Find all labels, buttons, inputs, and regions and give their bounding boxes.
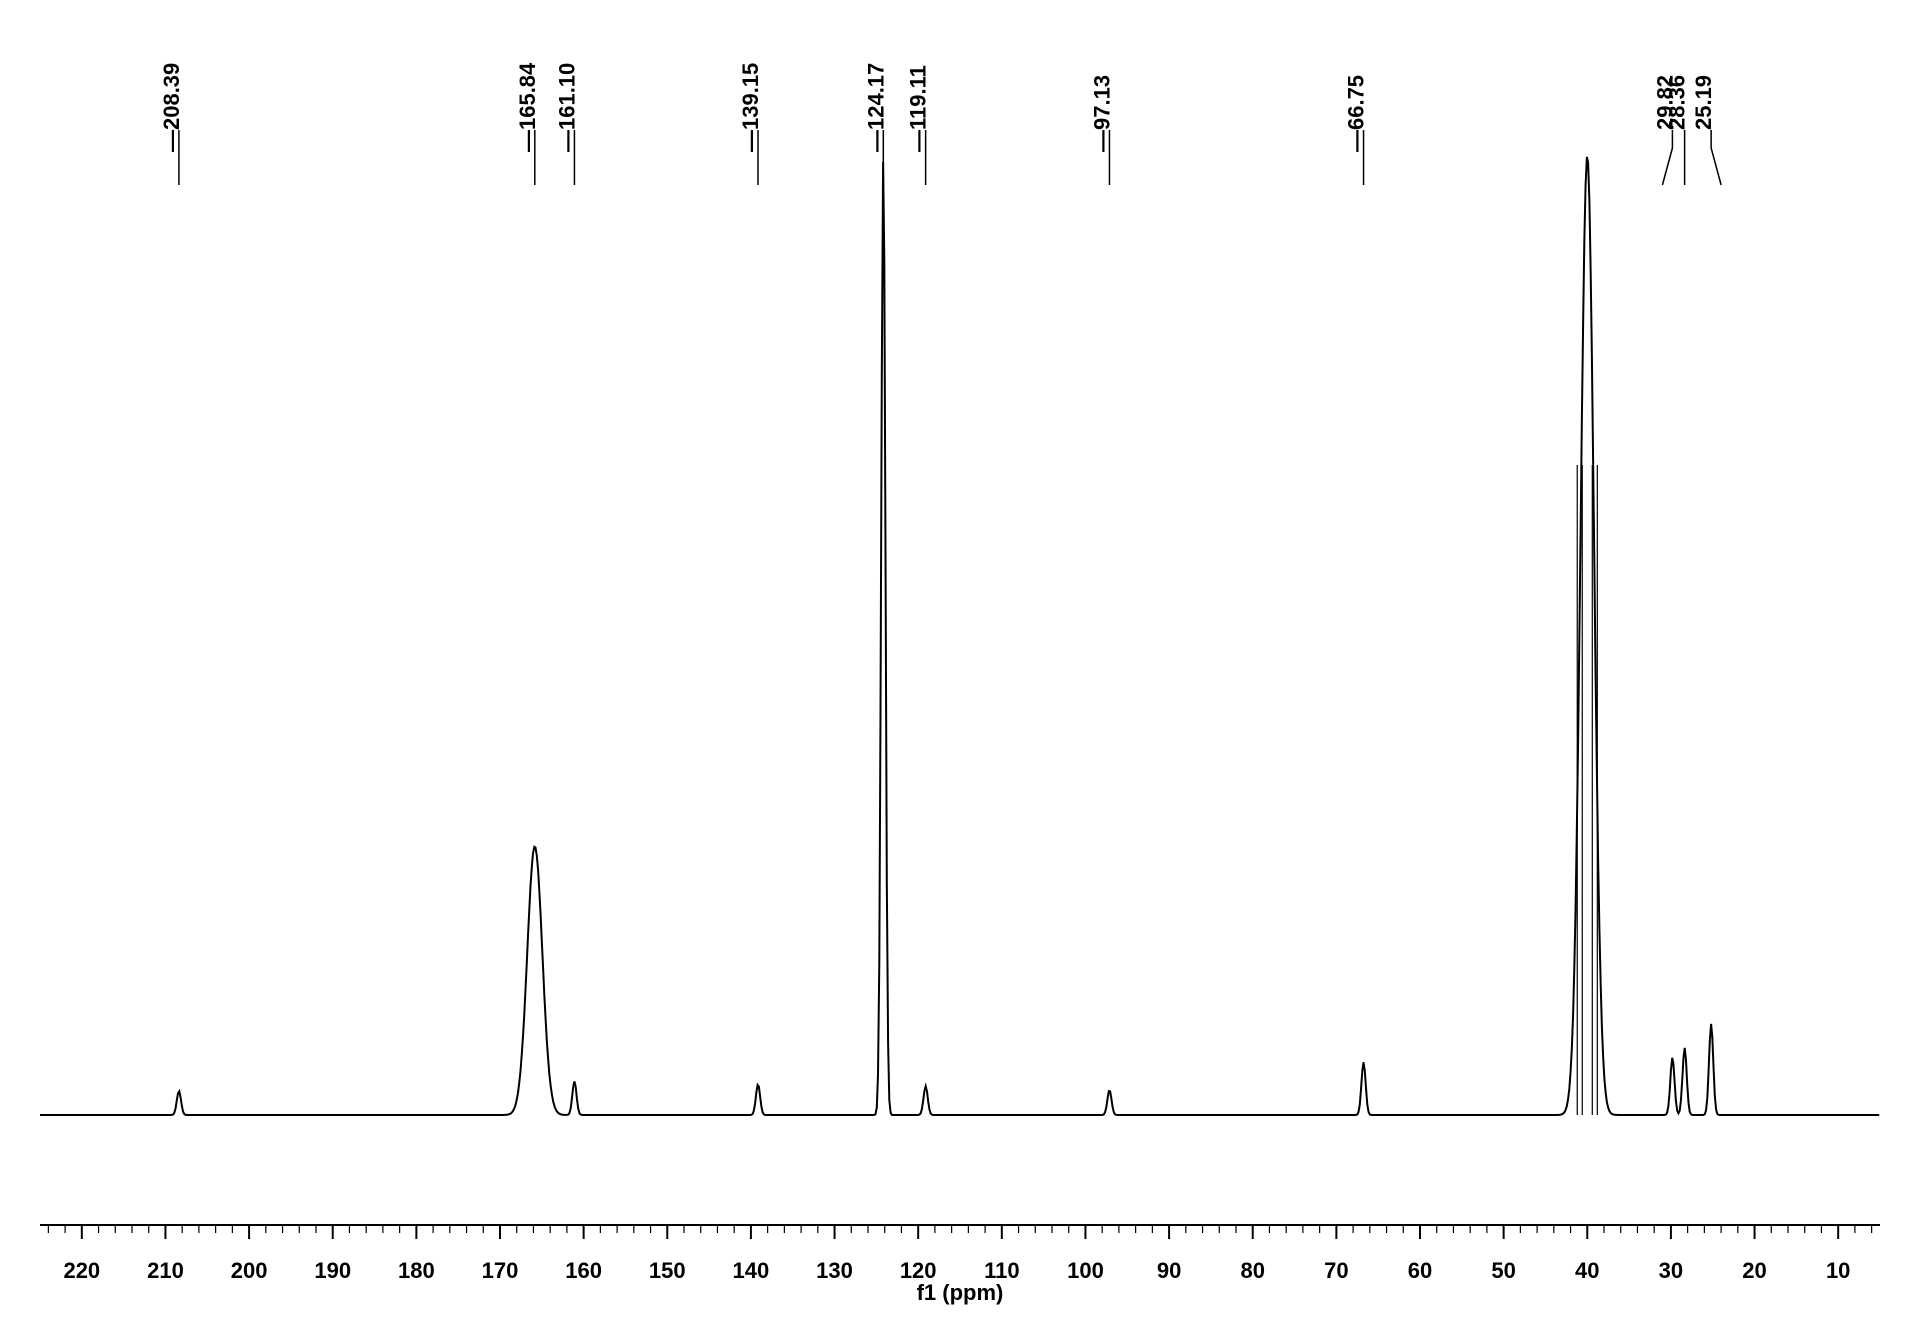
nmr-spectrum: 208.39— 165.84— 161.10— 139.15— 124.17— … [0,0,1920,1336]
peak-label-dash: — [554,130,579,152]
x-tick-label: 90 [1157,1258,1181,1283]
x-tick-label: 140 [733,1258,770,1283]
x-tick-label: 40 [1575,1258,1599,1283]
x-tick-label: 210 [147,1258,184,1283]
x-tick-label: 170 [482,1258,519,1283]
peak-label: 165.84 [515,62,540,130]
peak-label: 124.17 [863,63,888,130]
x-tick-label: 30 [1659,1258,1683,1283]
x-tick-label: 20 [1742,1258,1766,1283]
peak-label: 208.39 [159,63,184,130]
x-tick-label: 70 [1324,1258,1348,1283]
peak-label-dash: — [1344,130,1369,152]
peak-label-dash: — [863,130,888,152]
x-tick-label: 130 [816,1258,853,1283]
peak-label: 139.15 [738,63,763,130]
x-tick-label: 10 [1826,1258,1850,1283]
x-tick-label: 80 [1240,1258,1264,1283]
x-tick-label: 150 [649,1258,686,1283]
peak-label: 97.13 [1089,75,1114,130]
peak-label-dash: — [159,130,184,152]
peak-label-dash: — [515,130,540,152]
peak-label: 119.11 [906,65,931,130]
x-tick-label: 50 [1491,1258,1515,1283]
spectrum-trace [40,157,1879,1115]
peak-leader [1662,130,1672,185]
peak-label: 28.36 [1665,75,1690,130]
x-tick-label: 180 [398,1258,435,1283]
peak-label-dash: — [906,130,931,152]
peak-label: 66.75 [1344,75,1369,130]
x-axis-label: f1 (ppm) [917,1280,1004,1305]
x-tick-label: 220 [63,1258,100,1283]
x-tick-label: 60 [1408,1258,1432,1283]
peak-label: 161.10 [554,63,579,130]
peak-label: 25.19 [1691,75,1716,130]
peak-leader [1711,130,1721,185]
x-tick-label: 190 [314,1258,351,1283]
peak-label-dash: — [738,130,763,152]
x-tick-label: 160 [565,1258,602,1283]
x-tick-label: 200 [231,1258,268,1283]
x-tick-label: 100 [1067,1258,1104,1283]
peak-label-dash: — [1089,130,1114,152]
